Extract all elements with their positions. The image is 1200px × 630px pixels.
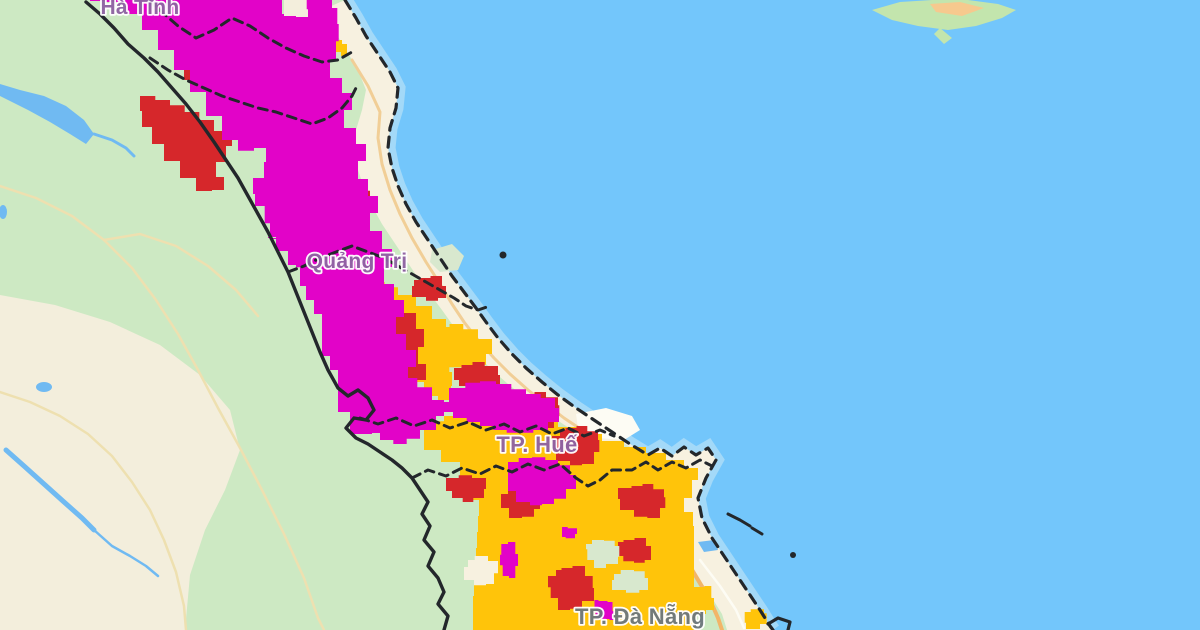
warning-yellow-hue-west xyxy=(412,344,456,400)
place-label-tp-hue: TP. Huế xyxy=(496,432,578,457)
warning-red-quangbinh-3 xyxy=(412,276,448,302)
road-inland-c xyxy=(0,390,188,630)
province-border-quangbinh-quangtri xyxy=(286,244,492,312)
lowland-cream-southwest xyxy=(0,295,240,630)
small-lake-far-west xyxy=(0,205,7,219)
warning-yellow-sliver-north-3 xyxy=(336,40,348,56)
river-lake-northwest xyxy=(0,84,94,144)
warning-yellow-coast-patch-1 xyxy=(688,586,714,616)
coastline-maritime-dashes xyxy=(343,0,775,630)
warning-magenta-danang-dot-2 xyxy=(594,600,614,620)
place-label-ha-tinh: Hà Tĩnh xyxy=(100,0,179,19)
road-danang-white xyxy=(698,558,746,630)
river-northwest-tail xyxy=(92,132,136,158)
province-border-hatinh-quangbinh xyxy=(148,56,360,126)
national-border-laos xyxy=(84,0,450,630)
warning-red-west-swath xyxy=(140,96,232,196)
warning-magenta-main-north xyxy=(82,0,424,440)
province-border-hue-danang xyxy=(410,458,714,488)
road-inland-a xyxy=(0,184,326,630)
warning-red-danang-2 xyxy=(618,538,652,564)
strip-green-patch-1 xyxy=(430,244,464,272)
place-label-quang-tri: Quảng Trị xyxy=(307,250,408,273)
lagoon-danang-bay xyxy=(698,540,718,552)
warning-red-danang-1 xyxy=(618,484,666,518)
province-border-quangtri-hue xyxy=(358,416,616,438)
gap-sage-danang-2 xyxy=(612,568,650,594)
islet-outline-sontra-1 xyxy=(726,512,752,528)
offshore-island-north-detail xyxy=(930,2,984,16)
islet-dot-offshore-quangtri xyxy=(499,251,507,259)
gap-cream-danang xyxy=(464,554,498,586)
place-label-tp-da-nang: TP. Đà Nẵng xyxy=(575,604,705,629)
islet-outline-sontra-2 xyxy=(750,526,764,536)
warning-magenta-hue-south xyxy=(508,456,576,506)
river-southwest-upper xyxy=(3,447,97,533)
warning-red-hue-border xyxy=(446,474,486,502)
peninsula-hook-danang xyxy=(766,616,792,630)
gap-cream-notch-north xyxy=(284,0,308,20)
small-lake-west xyxy=(36,382,52,392)
warning-magenta-hue-north xyxy=(440,380,562,434)
province-border-hatinh-north xyxy=(146,0,354,64)
warning-magenta-danang-strip xyxy=(500,542,518,578)
road-inland-b xyxy=(102,232,260,318)
warning-magenta-quangtri-tongue xyxy=(350,370,444,444)
warning-red-danang-3 xyxy=(548,566,594,610)
river-southwest-lower xyxy=(92,528,160,578)
islet-dot-offshore-danang xyxy=(790,552,796,558)
offshore-island-north-tail xyxy=(934,28,952,44)
warning-magenta-danang-dot-1 xyxy=(561,527,577,539)
gap-sage-danang-1 xyxy=(586,538,620,568)
